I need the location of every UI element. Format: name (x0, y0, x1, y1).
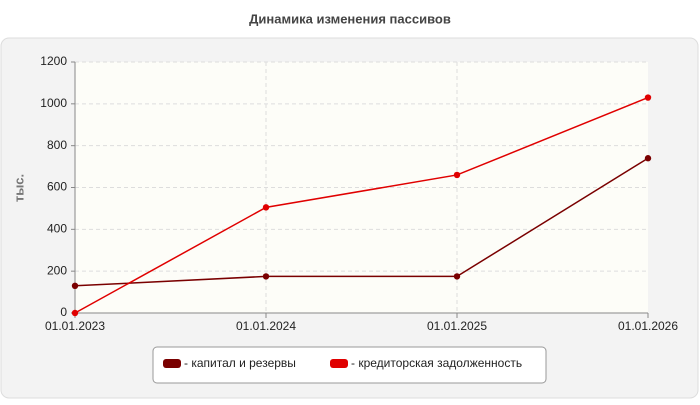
legend-label: - капитал и резервы (184, 356, 296, 370)
series-line (74, 96, 649, 314)
data-point (644, 94, 652, 101)
data-point (644, 155, 652, 162)
series-line (74, 157, 649, 287)
y-tick-label: 1200 (40, 54, 67, 68)
x-tick-label: 01.01.2025 (427, 319, 487, 333)
y-axis-label: тыс. (11, 174, 26, 202)
y-tick-label: 800 (47, 138, 67, 152)
y-tick-label: 600 (47, 180, 67, 194)
y-tick-label: 0 (60, 305, 67, 319)
legend-swatch (163, 359, 181, 368)
x-tick-label: 01.01.2026 (618, 319, 678, 333)
data-point (453, 171, 461, 179)
y-tick-label: 200 (47, 263, 67, 277)
legend-label: - кредиторская задолженность (351, 356, 522, 370)
legend-swatch (330, 359, 348, 368)
y-tick-label: 1000 (40, 96, 67, 110)
data-point (262, 204, 270, 211)
data-point (453, 273, 461, 280)
x-tick-label: 01.01.2024 (236, 319, 296, 333)
legend (152, 346, 547, 384)
x-tick-label: 01.01.2023 (45, 319, 105, 333)
chart-title: Динамика изменения пассивов (249, 11, 451, 26)
y-tick-label: 400 (47, 222, 67, 236)
data-point (262, 273, 270, 280)
data-point (71, 282, 79, 290)
data-point (71, 309, 79, 317)
